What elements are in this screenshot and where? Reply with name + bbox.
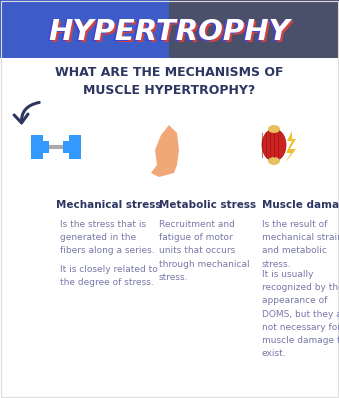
Text: It is closely related to
the degree of stress.: It is closely related to the degree of s… <box>60 265 158 287</box>
Polygon shape <box>151 165 177 177</box>
Text: Is the result of
mechanical strain
and metabolic
stress.: Is the result of mechanical strain and m… <box>262 220 339 269</box>
FancyBboxPatch shape <box>39 141 49 153</box>
Text: Is the stress that is
generated in the
fibers along a series.: Is the stress that is generated in the f… <box>60 220 155 256</box>
Text: WHAT ARE THE MECHANISMS OF: WHAT ARE THE MECHANISMS OF <box>55 66 283 78</box>
Text: Mechanical stress: Mechanical stress <box>56 200 161 210</box>
FancyBboxPatch shape <box>0 0 169 58</box>
Text: Metabolic stress: Metabolic stress <box>159 200 256 210</box>
Text: HYPERTROPHY: HYPERTROPHY <box>48 18 290 46</box>
Text: Muscle damage: Muscle damage <box>262 200 339 210</box>
FancyBboxPatch shape <box>69 135 75 159</box>
Text: HYPERTROPHY: HYPERTROPHY <box>50 20 292 48</box>
Text: Recruitment and
fatigue of motor
units that occurs
through mechanical
stress.: Recruitment and fatigue of motor units t… <box>159 220 250 282</box>
FancyBboxPatch shape <box>75 135 81 159</box>
Ellipse shape <box>262 129 286 161</box>
FancyBboxPatch shape <box>63 141 73 153</box>
Ellipse shape <box>268 125 280 133</box>
Text: HYPERTROPHY: HYPERTROPHY <box>46 19 288 47</box>
Text: MUSCLE HYPERTROPHY?: MUSCLE HYPERTROPHY? <box>83 84 255 96</box>
FancyBboxPatch shape <box>37 135 43 159</box>
FancyBboxPatch shape <box>169 0 339 58</box>
FancyBboxPatch shape <box>31 135 37 159</box>
FancyArrowPatch shape <box>14 102 39 123</box>
Polygon shape <box>285 131 296 163</box>
Ellipse shape <box>268 157 280 165</box>
Text: It is usually
recognized by the
appearance of
DOMS, but they are
not necessary f: It is usually recognized by the appearan… <box>262 270 339 358</box>
Polygon shape <box>155 125 179 165</box>
